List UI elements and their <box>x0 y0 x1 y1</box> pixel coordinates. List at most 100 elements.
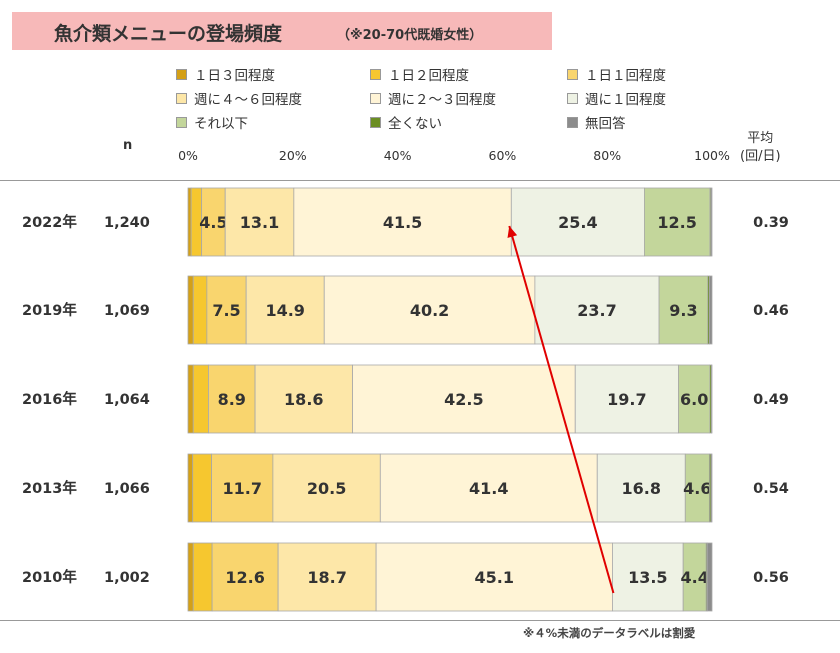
data-label: 13.5 <box>628 568 667 587</box>
bar-segment <box>224 187 295 257</box>
data-label: 7.5 <box>212 301 240 320</box>
bar-segment <box>192 453 212 523</box>
data-label: 12.6 <box>225 568 264 587</box>
bar-segment <box>187 453 194 523</box>
top-rule <box>0 180 840 181</box>
legend-swatch <box>370 92 381 104</box>
bar-segment <box>710 187 713 257</box>
data-label: 40.2 <box>410 301 449 320</box>
footnote: ※４%未満のデータラベルは割愛 <box>523 626 696 640</box>
legend-label: １日２回程度 <box>388 68 469 84</box>
data-label: 4.6 <box>683 479 711 498</box>
chart-subtitle: （※20-70代既婚女性） <box>337 28 483 43</box>
bar-segment <box>574 364 679 434</box>
legend-item: 週に４～６回程度 <box>176 88 302 108</box>
average-column-header: 平均 (回/日) <box>740 130 781 166</box>
data-label: 4.5 <box>199 213 227 232</box>
bar-segment <box>684 453 710 523</box>
n-column-header: n <box>123 138 133 153</box>
data-label: 6.0 <box>680 390 708 409</box>
data-label: 41.5 <box>383 213 422 232</box>
data-label: 14.9 <box>265 301 304 320</box>
data-label: 18.7 <box>307 568 346 587</box>
data-label: 18.6 <box>284 390 323 409</box>
trend-arrow-head <box>507 226 518 238</box>
legend-swatch <box>567 116 578 128</box>
legend-label: １日３回程度 <box>194 68 275 84</box>
n-value: 1,002 <box>104 570 150 586</box>
bottom-rule <box>0 620 840 621</box>
bar-segment <box>192 542 213 612</box>
bar-segment <box>510 187 645 257</box>
bar-segment <box>596 453 686 523</box>
bar-segment <box>708 275 713 345</box>
legend-label: １日１回程度 <box>585 68 666 84</box>
legend-item: １日２回程度 <box>370 64 469 84</box>
category-label: 2010年 <box>22 568 77 586</box>
legend-label: 週に４～６回程度 <box>194 92 302 108</box>
bar-segment <box>272 453 381 523</box>
average-value: 0.56 <box>753 570 789 586</box>
bar-segment <box>534 275 660 345</box>
bar-segment <box>187 542 194 612</box>
legend-swatch <box>176 116 187 128</box>
legend-item: それ以下 <box>176 112 248 132</box>
data-label: 42.5 <box>444 390 483 409</box>
bar-segment <box>187 364 194 434</box>
bar-segment <box>375 542 613 612</box>
average-header-line2: (回/日) <box>740 149 781 164</box>
data-label: 8.9 <box>218 390 246 409</box>
data-label: 25.4 <box>558 213 597 232</box>
legend-label: 週に１回程度 <box>585 92 666 108</box>
data-label: 4.4 <box>681 568 709 587</box>
bar-segment <box>187 187 192 257</box>
category-label: 2019年 <box>22 301 77 319</box>
legend-item: 無回答 <box>567 112 626 132</box>
legend-item: １日３回程度 <box>176 64 275 84</box>
legend-label: 全くない <box>388 116 442 132</box>
legend-item: 週に２～３回程度 <box>370 88 496 108</box>
data-label: 13.1 <box>240 213 279 232</box>
bar-segment <box>206 275 247 345</box>
legend-swatch <box>176 92 187 104</box>
average-header-line1: 平均 <box>747 131 774 146</box>
n-value: 1,064 <box>104 392 150 408</box>
data-label: 11.7 <box>222 479 261 498</box>
data-label: 19.7 <box>607 390 646 409</box>
bar-segment <box>352 364 576 434</box>
legend-swatch <box>370 68 381 80</box>
bar-segment <box>211 453 274 523</box>
legend-swatch <box>370 116 381 128</box>
bar-segment <box>192 275 208 345</box>
x-tick-label: 80% <box>593 148 621 163</box>
legend-item: 全くない <box>370 112 442 132</box>
bar-segment <box>187 275 194 345</box>
legend-label: 無回答 <box>585 116 626 132</box>
bar-segment <box>706 542 713 612</box>
n-value: 1,066 <box>104 481 150 497</box>
bar-segment <box>192 364 209 434</box>
legend-swatch <box>567 92 578 104</box>
category-label: 2013年 <box>22 479 77 497</box>
legend-item: 週に１回程度 <box>567 88 666 108</box>
bar-segment <box>710 453 713 523</box>
bar-segment <box>711 364 713 434</box>
category-label: 2022年 <box>22 213 77 231</box>
bar-segment <box>612 542 684 612</box>
average-value: 0.54 <box>753 481 789 497</box>
n-value: 1,240 <box>104 215 150 231</box>
bar-segment <box>245 275 325 345</box>
legend-label: それ以下 <box>194 116 248 132</box>
n-value: 1,069 <box>104 303 150 319</box>
data-label: 23.7 <box>577 301 616 320</box>
average-value: 0.49 <box>753 392 789 408</box>
x-tick-label: 60% <box>489 148 517 163</box>
data-label: 12.5 <box>657 213 696 232</box>
average-value: 0.39 <box>753 215 789 231</box>
legend-label: 週に２～３回程度 <box>388 92 496 108</box>
data-label: 20.5 <box>307 479 346 498</box>
bar-segment <box>208 364 256 434</box>
data-label: 16.8 <box>622 479 661 498</box>
legend-swatch <box>567 68 578 80</box>
